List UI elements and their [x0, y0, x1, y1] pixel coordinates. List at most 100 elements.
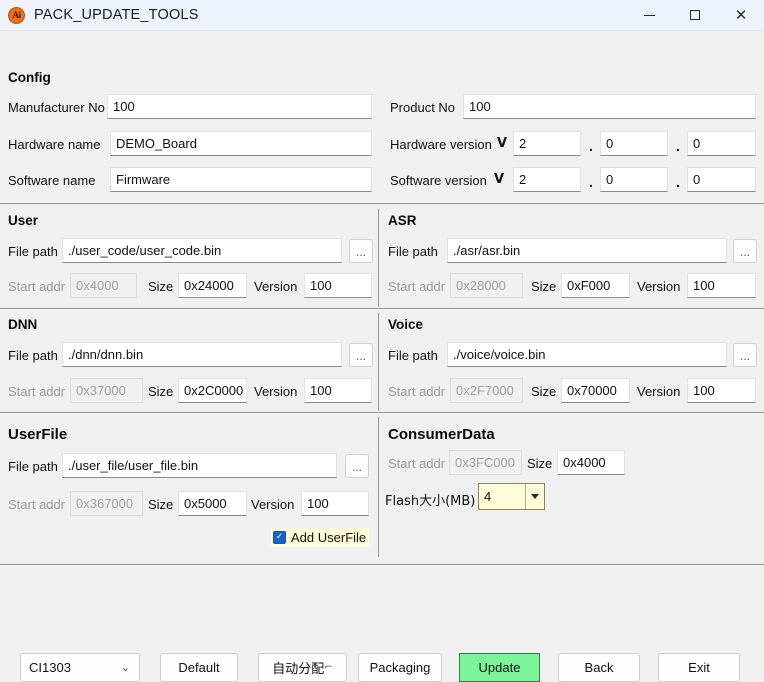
software-version-prefix: V: [494, 172, 505, 187]
hardware-version-minor-input[interactable]: 0: [600, 131, 668, 156]
dnn-section-title: DNN: [8, 317, 38, 332]
user-section-title: User: [8, 213, 39, 228]
userfile-version-input[interactable]: 100: [301, 491, 369, 516]
chevron-down-icon: ⌄: [120, 662, 130, 674]
software-version-major-input[interactable]: 2: [513, 167, 581, 192]
userfile-browse-button[interactable]: ...: [345, 454, 369, 478]
dnn-size-label: Size: [148, 384, 174, 399]
asr-start-addr-label: Start addr: [388, 279, 446, 294]
userfile-size-input[interactable]: 0x5000: [178, 491, 247, 516]
hardware-version-patch-input[interactable]: 0: [687, 131, 756, 156]
divider-vertical-dnn-voice: [378, 313, 379, 411]
manufacturer-no-label: Manufacturer No: [8, 100, 105, 115]
auto-allocate-label: 自动分配: [272, 662, 325, 677]
back-button[interactable]: Back: [558, 653, 640, 682]
window-controls: ✕: [626, 0, 764, 31]
voice-file-path-input[interactable]: ./voice/voice.bin: [447, 342, 727, 367]
dnn-browse-button[interactable]: ...: [349, 343, 373, 367]
divider-user-asr: [0, 308, 764, 309]
update-button[interactable]: Update: [459, 653, 540, 682]
add-userfile-label: Add UserFile: [291, 530, 367, 545]
software-version-dot-2: .: [676, 174, 680, 190]
asr-file-path-label: File path: [388, 244, 438, 259]
software-version-label: Software version: [390, 173, 487, 188]
ai-app-icon: Ai: [8, 6, 25, 24]
userfile-version-label: Version: [251, 497, 295, 512]
software-version-dot-1: .: [589, 174, 593, 190]
hardware-name-input[interactable]: DEMO_Board: [110, 131, 372, 156]
userfile-file-path-input[interactable]: ./user_file/user_file.bin: [62, 453, 337, 478]
asr-size-input[interactable]: 0xF000: [561, 273, 630, 298]
divider-bottom: [0, 564, 764, 565]
asr-browse-button[interactable]: ...: [733, 239, 757, 263]
config-section-title: Config: [8, 70, 51, 85]
product-no-label: Product No: [390, 100, 456, 115]
voice-start-addr-input: 0x2F7000: [450, 378, 523, 403]
divider-dnn-voice: [0, 412, 764, 413]
divider-config: [0, 203, 764, 204]
userfile-start-addr-input: 0x367000: [70, 491, 143, 516]
user-file-path-input[interactable]: ./user_code/user_code.bin: [62, 238, 342, 263]
voice-size-input[interactable]: 0x70000: [561, 378, 630, 403]
dnn-size-input[interactable]: 0x2C0000: [178, 378, 247, 403]
user-browse-button[interactable]: ...: [349, 239, 373, 263]
hardware-version-prefix: V: [497, 136, 508, 151]
asr-start-addr-input: 0x28000: [450, 273, 523, 298]
product-no-input[interactable]: 100: [463, 94, 756, 119]
exit-button[interactable]: Exit: [658, 653, 740, 682]
maximize-button[interactable]: [672, 0, 718, 31]
userfile-size-label: Size: [148, 497, 174, 512]
asr-section-title: ASR: [388, 213, 417, 228]
software-version-minor-input[interactable]: 0: [600, 167, 668, 192]
dnn-file-path-input[interactable]: ./dnn/dnn.bin: [62, 342, 342, 367]
manufacturer-no-input[interactable]: 100: [107, 94, 372, 119]
userfile-section-title: UserFile: [8, 426, 68, 443]
add-userfile-checkbox[interactable]: ✓ Add UserFile: [271, 528, 370, 547]
divider-vertical-user-asr: [378, 209, 379, 307]
hardware-version-dot-1: .: [589, 138, 593, 154]
window-title: PACK_UPDATE_TOOLS: [34, 7, 199, 23]
userfile-file-path-label: File path: [8, 459, 58, 474]
chevron-down-icon: [525, 484, 544, 509]
auto-allocate-button[interactable]: 自动分配 ⌐: [258, 653, 347, 682]
dnn-version-label: Version: [254, 384, 298, 399]
minimize-button[interactable]: [626, 0, 672, 31]
asr-file-path-input[interactable]: ./asr/asr.bin: [447, 238, 727, 263]
voice-file-path-label: File path: [388, 348, 438, 363]
flash-size-select[interactable]: 4: [478, 483, 545, 510]
title-bar: Ai PACK_UPDATE_TOOLS ✕: [0, 0, 764, 31]
chip-select[interactable]: CI1303 ⌄: [20, 653, 140, 682]
voice-browse-button[interactable]: ...: [733, 343, 757, 367]
asr-version-input[interactable]: 100: [687, 273, 756, 298]
dnn-file-path-label: File path: [8, 348, 58, 363]
auto-allocate-glyph: ⌐: [324, 662, 333, 673]
close-icon: ✕: [734, 5, 748, 24]
user-size-label: Size: [148, 279, 174, 294]
consumerdata-start-addr-input: 0x3FC000: [449, 450, 522, 475]
dnn-version-input[interactable]: 100: [304, 378, 372, 403]
flash-size-label: Flash大小(MB): [385, 494, 476, 509]
consumerdata-start-addr-label: Start addr: [388, 456, 446, 471]
dnn-start-addr-input: 0x37000: [70, 378, 143, 403]
flash-size-value: 4: [484, 489, 492, 504]
user-start-addr-label: Start addr: [8, 279, 66, 294]
close-button[interactable]: ✕: [718, 0, 764, 31]
consumerdata-section-title: ConsumerData: [388, 426, 495, 443]
voice-size-label: Size: [531, 384, 557, 399]
voice-version-label: Version: [637, 384, 681, 399]
voice-section-title: Voice: [388, 317, 424, 332]
user-start-addr-input: 0x4000: [70, 273, 137, 298]
hardware-version-label: Hardware version: [390, 137, 492, 152]
userfile-start-addr-label: Start addr: [8, 497, 66, 512]
checkbox-checked-icon: ✓: [273, 531, 286, 544]
user-size-input[interactable]: 0x24000: [178, 273, 247, 298]
packaging-button[interactable]: Packaging: [358, 653, 442, 682]
consumerdata-size-input[interactable]: 0x4000: [557, 450, 625, 475]
voice-version-input[interactable]: 100: [687, 378, 756, 403]
software-name-input[interactable]: Firmware: [110, 167, 372, 192]
voice-start-addr-label: Start addr: [388, 384, 446, 399]
user-version-input[interactable]: 100: [304, 273, 372, 298]
hardware-version-major-input[interactable]: 2: [513, 131, 581, 156]
default-button[interactable]: Default: [160, 653, 238, 682]
software-version-patch-input[interactable]: 0: [687, 167, 756, 192]
